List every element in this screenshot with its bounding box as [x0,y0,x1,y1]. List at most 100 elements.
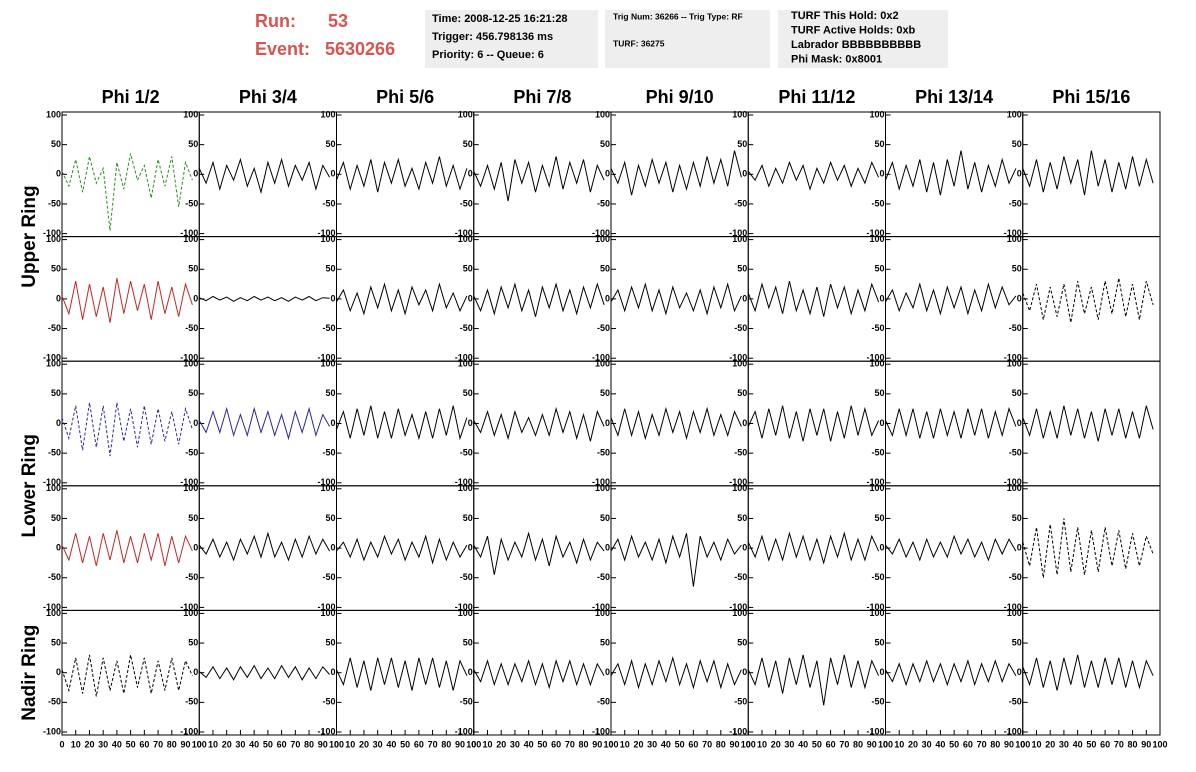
x-tick-label: 90 [867,739,877,749]
info-box [778,10,948,68]
column-title: Phi 13/14 [915,87,993,107]
y-tick-label: 0 [468,418,473,428]
ring-label: Lower Ring [19,434,40,537]
x-tick-label: 100 [329,739,344,749]
x-tick-label: 0 [197,739,202,749]
y-tick-label: 100 [732,483,747,493]
y-tick-label: -100 [729,477,747,487]
y-tick-label: 50 [188,264,198,274]
info-line: Time: 2008-12-25 16:21:28 [432,13,568,25]
panel-frame [473,485,612,611]
x-tick-label: 80 [579,739,589,749]
waveform [61,278,193,323]
x-tick-label: 0 [608,739,613,749]
y-tick-label: -100 [43,726,61,736]
y-tick-label: 0 [879,667,884,677]
panel-frame [1022,111,1161,238]
y-tick-label: 0 [879,293,884,303]
y-tick-label: 100 [869,483,884,493]
x-tick-label: 70 [428,739,438,749]
y-tick-label: 100 [320,234,335,244]
y-tick-label: 100 [869,359,884,369]
y-tick-label: 100 [320,483,335,493]
panel-frame [473,360,612,487]
y-tick-label: 50 [737,139,747,149]
x-tick-label: 90 [730,739,740,749]
y-tick-label: 0 [330,293,335,303]
y-tick-label: 50 [51,139,61,149]
waveform [473,659,605,690]
y-tick-label: -50 [460,323,473,333]
y-tick-label: 100 [458,234,473,244]
y-tick-label: 0 [193,418,198,428]
y-tick-label: 50 [600,513,610,523]
y-tick-label: 0 [742,667,747,677]
y-tick-label: 50 [1012,388,1022,398]
y-tick-label: -100 [180,228,198,238]
x-tick-label: 90 [318,739,328,749]
info-line: Trigger: 456.798136 ms [432,31,553,43]
waveform [747,405,880,442]
info-line: TURF This Hold: 0x2 [791,10,899,22]
y-tick-label: 100 [183,608,198,618]
y-tick-label: -100 [43,228,61,238]
x-tick-label: 20 [359,739,369,749]
y-tick-label: 100 [458,483,473,493]
x-tick-label: 30 [510,739,520,749]
x-tick-label: 100 [466,739,481,749]
x-tick-label: 70 [153,739,163,749]
x-tick-label: 20 [222,739,232,749]
y-tick-label: -50 [871,323,884,333]
x-tick-label: 10 [208,739,218,749]
panel-frame [336,236,475,362]
waveform [198,157,331,195]
panel-frame [1022,360,1161,487]
y-tick-label: -50 [1009,697,1022,707]
x-tick-label: 0 [746,739,751,749]
x-tick-label: 70 [977,739,987,749]
waveform [1022,654,1154,691]
x-tick-label: 80 [441,739,451,749]
y-tick-label: -100 [317,477,335,487]
x-tick-label: 80 [304,739,314,749]
y-tick-label: -50 [1009,448,1022,458]
y-tick-label: -100 [592,228,610,238]
y-tick-label: -50 [48,448,61,458]
y-tick-label: 0 [56,418,61,428]
y-tick-label: 100 [869,109,884,119]
x-tick-label: 20 [908,739,918,749]
column-title: Phi 11/12 [778,87,855,107]
y-tick-label: -50 [597,448,610,458]
y-tick-label: 50 [874,388,884,398]
run-label: Run: [255,11,296,31]
y-tick-label: 100 [46,109,61,119]
x-tick-label: 40 [1073,739,1083,749]
y-tick-label: 50 [325,513,335,523]
y-tick-label: -100 [592,602,610,612]
x-tick-label: 60 [688,739,698,749]
y-tick-label: 50 [463,513,473,523]
info-line: TURF Active Holds: 0xb [791,24,916,36]
y-tick-label: 0 [1017,542,1022,552]
x-tick-label: 10 [894,739,904,749]
y-tick-label: -100 [729,353,747,363]
y-tick-label: 0 [468,169,473,179]
waveform [885,534,1017,562]
waveform [747,160,880,191]
y-tick-label: -100 [866,477,884,487]
x-tick-label: 50 [675,739,685,749]
y-tick-label: -50 [734,697,747,707]
x-tick-label: 70 [702,739,712,749]
panel-frame [610,236,749,362]
y-tick-label: 0 [1017,667,1022,677]
y-tick-label: 100 [1007,234,1022,244]
y-tick-label: 0 [1017,418,1022,428]
waveform [885,282,1017,316]
y-tick-label: -50 [322,323,335,333]
waveform [610,656,742,690]
panel-frame [198,360,337,487]
panel-frame [610,360,749,487]
panel-frame [473,111,612,238]
waveform [198,664,330,681]
x-tick-label: 0 [1020,739,1025,749]
